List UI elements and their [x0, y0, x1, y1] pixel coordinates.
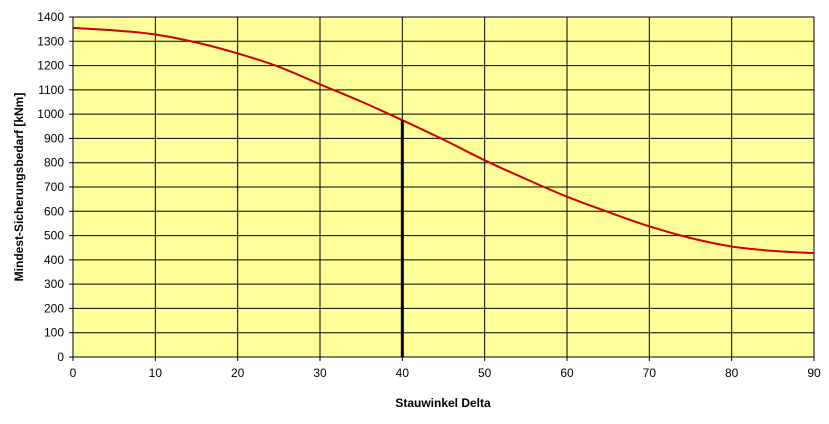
- y-tick-label: 600: [44, 204, 64, 218]
- x-tick-label: 60: [560, 366, 574, 380]
- data-point: [155, 34, 156, 35]
- x-tick-label: 10: [149, 366, 163, 380]
- y-tick-label: 200: [44, 301, 64, 315]
- data-point: [114, 30, 115, 31]
- data-point: [731, 246, 732, 247]
- y-tick-label: 1100: [38, 83, 64, 97]
- y-tick-label: 1200: [37, 59, 64, 73]
- y-tick-label: 800: [44, 156, 64, 170]
- x-tick-label: 90: [807, 366, 821, 380]
- y-tick-label: 700: [44, 180, 64, 194]
- data-point: [278, 66, 279, 67]
- data-point: [566, 196, 567, 197]
- data-point: [690, 237, 691, 238]
- data-point: [484, 160, 485, 161]
- y-tick-label: 300: [44, 277, 64, 291]
- y-tick-labels: 0 100 200 300 400 500 600 700 800 900 1000 1100 1200…: [37, 10, 73, 364]
- x-tick-label: 40: [396, 366, 410, 380]
- x-tick-label: 20: [231, 366, 245, 380]
- data-point: [608, 211, 609, 212]
- y-tick-label: 500: [44, 229, 64, 243]
- series-line: [72, 26, 815, 255]
- data-point: [72, 27, 73, 28]
- data-point: [319, 84, 320, 85]
- x-tick-label: 0: [70, 366, 77, 380]
- x-tick-label: 70: [643, 366, 657, 380]
- data-point: [649, 226, 650, 227]
- y-tick-label: 0: [57, 350, 64, 364]
- x-tick-label: 80: [725, 366, 739, 380]
- grid-lines: [72, 16, 815, 358]
- data-point: [443, 139, 444, 140]
- data-point: [772, 250, 773, 251]
- x-tick-labels: 0 10 20 30 40 50 60 70 80 90: [70, 357, 821, 380]
- data-point: [237, 53, 238, 54]
- x-tick-label: 50: [478, 366, 492, 380]
- data-point: [196, 42, 197, 43]
- y-tick-label: 1300: [37, 34, 64, 48]
- y-tick-label: 900: [44, 131, 64, 145]
- x-axis-title: Stauwinkel Delta: [395, 396, 491, 410]
- y-axis-title: Mindest-Sicherungsbedarf [kNm]: [12, 93, 26, 282]
- data-point: [525, 178, 526, 179]
- y-tick-label: 100: [44, 326, 64, 340]
- x-tick-label: 30: [313, 366, 327, 380]
- series-layer: [72, 26, 815, 255]
- y-tick-label: 1000: [37, 107, 64, 121]
- data-point: [813, 252, 814, 253]
- y-tick-label: 1400: [37, 10, 64, 24]
- y-tick-label: 400: [44, 253, 64, 267]
- data-point: [361, 101, 362, 102]
